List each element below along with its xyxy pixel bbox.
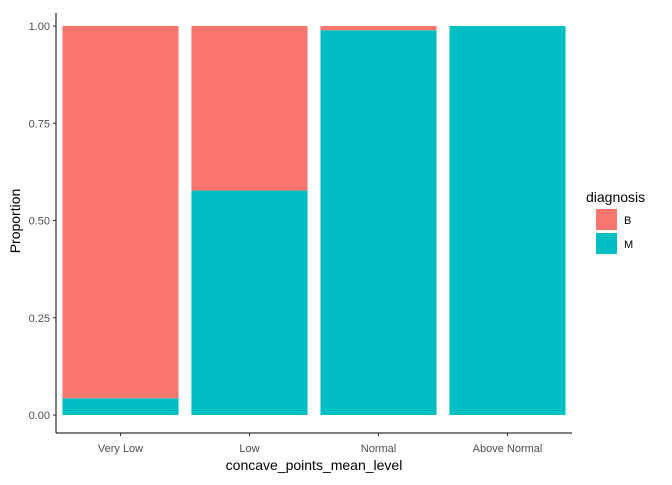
x-tick-label: Normal	[361, 443, 396, 455]
x-tick-label: Low	[239, 443, 259, 455]
bar-M-normal	[320, 30, 437, 416]
bar-B-very-low	[62, 26, 179, 399]
y-tick-label: 0.50	[29, 216, 50, 228]
bar-B-low	[191, 26, 308, 191]
x-tick-label: Above Normal	[473, 443, 543, 455]
bar-M-low	[191, 190, 308, 415]
y-tick-label: 1.00	[29, 21, 50, 33]
y-axis-title: Proportion	[7, 189, 23, 254]
y-tick-label: 0.25	[29, 313, 50, 325]
legend-label-B: B	[624, 215, 631, 227]
legend: diagnosis BM	[586, 189, 645, 254]
legend-label-M: M	[624, 239, 633, 251]
legend-key-M	[596, 233, 617, 254]
y-tick-label: 0.00	[29, 410, 50, 422]
bars-layer	[62, 26, 566, 416]
x-ticks: Very Low Low Normal Above Normal	[98, 433, 542, 455]
x-axis-title: concave_points_mean_level	[226, 457, 403, 473]
legend-key-B	[596, 209, 617, 230]
bar-M-very-low	[62, 398, 179, 415]
bar-M-above-normal	[449, 26, 566, 415]
bar-B-normal	[320, 26, 437, 31]
axes-layer	[55, 13, 572, 434]
legend-title: diagnosis	[586, 189, 645, 205]
y-tick-label: 0.75	[29, 118, 50, 130]
y-ticks: 0.00 0.25 0.50 0.75 1.00	[29, 21, 56, 422]
x-tick-label: Very Low	[98, 443, 143, 455]
